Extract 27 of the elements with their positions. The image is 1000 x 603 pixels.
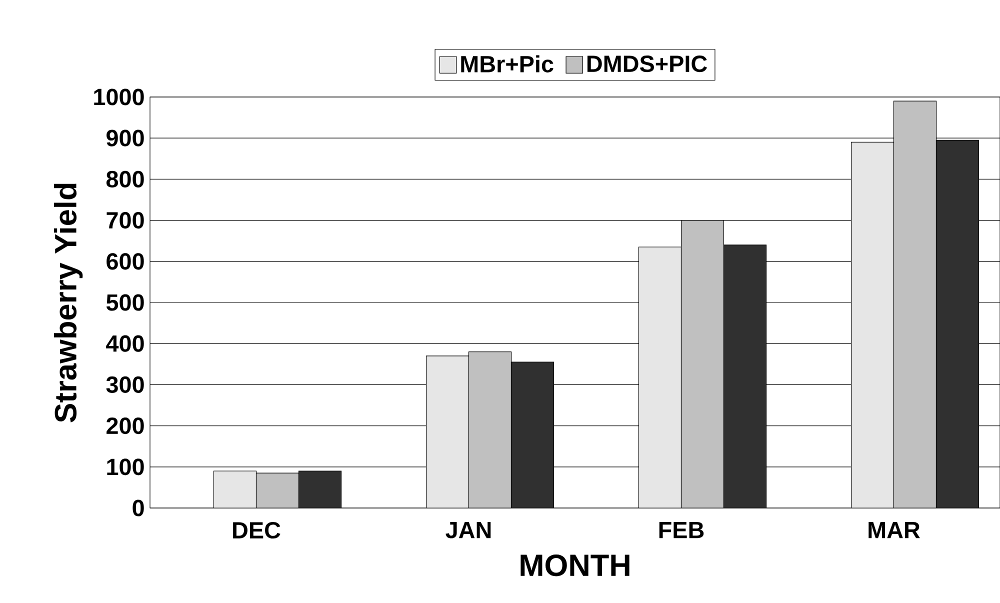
y-tick-label: 500 (106, 294, 144, 311)
bar (680, 220, 724, 508)
y-tick-label: 600 (106, 253, 144, 270)
bar (468, 352, 512, 508)
x-tick-label: JAN (446, 522, 491, 538)
legend-label: MBr+Pic (461, 55, 554, 72)
y-tick-label: 0 (132, 500, 144, 516)
bar (298, 470, 342, 508)
x-tick-label: DEC (233, 522, 280, 539)
x-tick-label: MAR (868, 522, 920, 538)
bar (510, 362, 554, 508)
bar (723, 244, 767, 508)
x-axis-title: MONTH (520, 554, 630, 576)
y-tick-label: 800 (106, 170, 144, 188)
y-tick-label: 400 (106, 335, 144, 352)
bar (256, 472, 300, 508)
y-tick-label: 700 (106, 212, 144, 229)
y-tick-label: 1000 (94, 88, 144, 106)
y-tick-label: 200 (106, 418, 144, 434)
x-tick-label: FEB (659, 522, 704, 538)
y-axis-title: Strawberry Yield (54, 184, 83, 422)
y-tick-label: 300 (106, 376, 144, 393)
bar (936, 140, 980, 508)
legend-label: DMDS+PIC (587, 56, 708, 72)
y-tick-label: 100 (107, 458, 144, 476)
bar (893, 100, 937, 508)
y-tick-label: 900 (106, 130, 144, 146)
